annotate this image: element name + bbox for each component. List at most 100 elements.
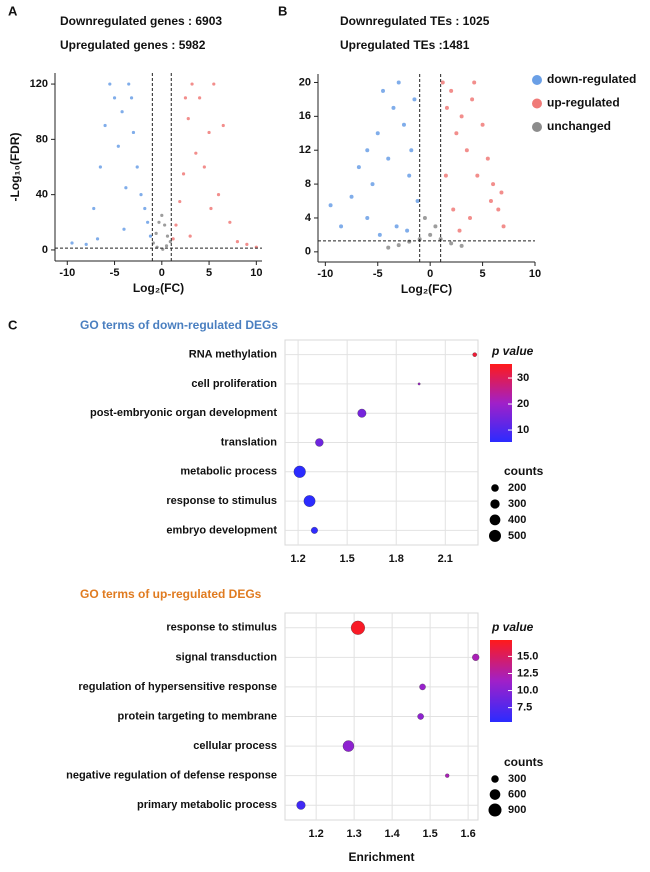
point bbox=[112, 96, 117, 100]
x-axis-label: Log₂(FC) bbox=[401, 282, 452, 296]
size-legend-marker bbox=[489, 514, 501, 526]
point bbox=[163, 223, 167, 227]
point bbox=[95, 237, 100, 241]
point bbox=[171, 237, 175, 241]
point bbox=[212, 82, 216, 86]
point bbox=[475, 173, 480, 178]
point bbox=[365, 215, 370, 220]
point bbox=[454, 131, 459, 136]
point bbox=[428, 232, 433, 237]
y-tick-label: 120 bbox=[30, 78, 48, 90]
bubble bbox=[419, 683, 426, 691]
section-title: GO terms of up-regulated DEGs bbox=[80, 587, 262, 601]
point bbox=[470, 97, 475, 102]
colorbar-tick-label: 7.5 bbox=[517, 702, 532, 714]
point bbox=[457, 228, 462, 233]
x-tick-label: 2.1 bbox=[438, 553, 453, 565]
point bbox=[70, 241, 74, 245]
x-tick-label: 10 bbox=[529, 268, 541, 280]
colorbar-tick-label: 10.0 bbox=[517, 684, 538, 696]
size-legend-marker bbox=[489, 789, 501, 800]
category-label: protein targeting to membrane bbox=[117, 710, 277, 722]
y-axis-label: -Log₁₀(FDR) bbox=[8, 132, 22, 201]
point bbox=[127, 82, 131, 86]
point bbox=[207, 130, 211, 135]
point bbox=[92, 206, 96, 211]
size-legend-label: 300 bbox=[508, 498, 526, 510]
x-tick-label: 1.5 bbox=[422, 828, 437, 840]
legend-label: unchanged bbox=[547, 119, 611, 133]
point bbox=[183, 96, 188, 100]
point bbox=[221, 123, 225, 128]
point bbox=[165, 234, 170, 238]
bubble bbox=[303, 495, 316, 507]
colorbar-tick-label: 20 bbox=[517, 398, 529, 410]
x-tick-label: 1.2 bbox=[309, 828, 324, 840]
point bbox=[407, 173, 412, 178]
category-label: primary metabolic process bbox=[137, 799, 277, 811]
bubble bbox=[472, 352, 477, 357]
bubble bbox=[293, 465, 306, 478]
category-label: response to stimulus bbox=[166, 622, 277, 634]
point bbox=[380, 88, 385, 93]
point bbox=[472, 80, 477, 85]
x-tick-label: -5 bbox=[373, 268, 383, 280]
point bbox=[391, 105, 396, 110]
point bbox=[198, 96, 202, 100]
y-tick-label: 0 bbox=[305, 246, 311, 258]
bubble bbox=[417, 382, 421, 386]
point bbox=[356, 165, 361, 170]
point bbox=[146, 220, 150, 224]
x-tick-label: -5 bbox=[110, 267, 120, 279]
x-tick-label: 1.2 bbox=[290, 553, 305, 565]
category-label: RNA methylation bbox=[189, 349, 277, 361]
category-label: negative regulation of defense response bbox=[66, 770, 277, 782]
size-legend-label: 900 bbox=[508, 804, 526, 816]
x-tick-label: -10 bbox=[317, 268, 333, 280]
category-label: signal transduction bbox=[176, 651, 278, 663]
category-label: response to stimulus bbox=[166, 495, 277, 507]
point bbox=[135, 165, 139, 169]
point bbox=[449, 88, 454, 93]
size-legend-marker bbox=[488, 803, 502, 817]
point bbox=[451, 207, 456, 212]
point bbox=[349, 194, 354, 199]
point bbox=[488, 199, 493, 204]
point bbox=[124, 186, 128, 190]
y-tick-label: 16 bbox=[299, 110, 311, 122]
size-legend-marker bbox=[491, 775, 499, 783]
annotation: Downregulated TEs : 1025 bbox=[340, 14, 490, 28]
x-tick-label: 1.4 bbox=[384, 828, 400, 840]
bubble bbox=[296, 800, 306, 810]
size-legend-marker bbox=[490, 499, 500, 509]
point bbox=[433, 224, 438, 229]
size-legend-label: 400 bbox=[508, 514, 526, 526]
point bbox=[501, 224, 506, 229]
point bbox=[409, 148, 414, 153]
point bbox=[194, 151, 198, 155]
point bbox=[375, 131, 380, 136]
annotation: Upregulated genes : 5982 bbox=[60, 38, 206, 52]
y-tick-label: 40 bbox=[36, 189, 48, 201]
x-tick-label: 1.8 bbox=[389, 553, 404, 565]
colorbar-tick-label: 30 bbox=[517, 372, 529, 384]
legend-marker bbox=[532, 98, 542, 109]
point bbox=[190, 82, 194, 86]
point bbox=[245, 242, 249, 247]
point bbox=[459, 114, 464, 119]
y-tick-label: 80 bbox=[36, 133, 48, 145]
point bbox=[394, 224, 399, 229]
point bbox=[491, 182, 496, 187]
bubble bbox=[445, 773, 450, 778]
point bbox=[412, 97, 417, 102]
colorbar-title: p value bbox=[491, 620, 534, 634]
category-label: regulation of hypersensitive response bbox=[78, 681, 277, 693]
point bbox=[328, 203, 333, 208]
bubble bbox=[417, 713, 424, 720]
category-label: translation bbox=[221, 436, 278, 448]
point bbox=[377, 232, 382, 237]
point bbox=[202, 165, 206, 169]
point bbox=[415, 199, 420, 204]
colorbar bbox=[490, 364, 512, 442]
